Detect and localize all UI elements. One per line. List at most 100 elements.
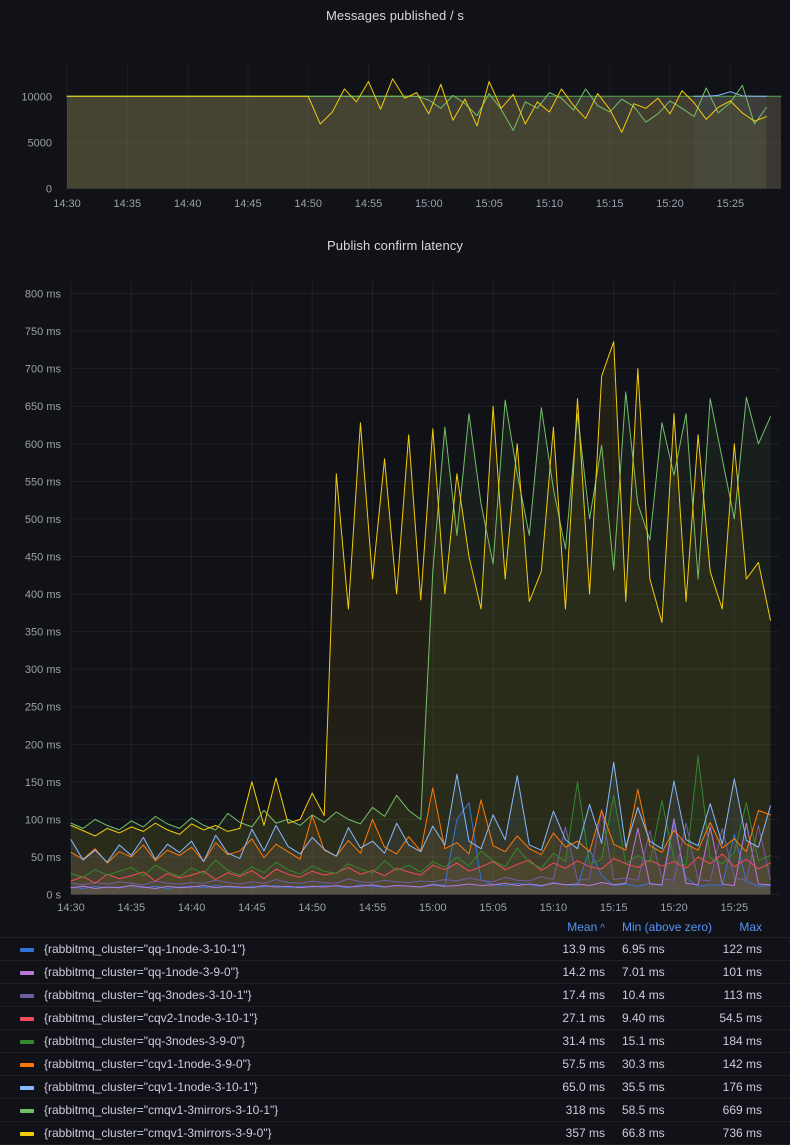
legend-mean-value: 31.4 ms [562, 1034, 605, 1048]
svg-text:450 ms: 450 ms [25, 551, 62, 563]
svg-text:15:10: 15:10 [540, 902, 568, 914]
series-color-swatch [20, 947, 34, 952]
svg-text:15:20: 15:20 [656, 198, 684, 210]
legend-swatch [20, 1034, 44, 1048]
panel-title-publish-confirm-latency[interactable]: Publish confirm latency [327, 238, 463, 253]
svg-text:15:15: 15:15 [600, 902, 628, 914]
series-color-swatch [20, 1085, 34, 1090]
svg-text:100 ms: 100 ms [25, 814, 62, 826]
svg-text:400 ms: 400 ms [25, 589, 62, 601]
legend-mean-value: 318 ms [565, 1103, 605, 1117]
legend-swatch [20, 1011, 44, 1025]
legend-min-value: 7.01 ms [622, 965, 665, 979]
legend-rows: {rabbitmq_cluster="qq-1node-3-10-1"} 13.9… [0, 938, 790, 1145]
legend-min-value: 35.5 ms [622, 1080, 665, 1094]
legend-series-label[interactable]: {rabbitmq_cluster="cqv2-1node-3-10-1"} [44, 1011, 258, 1025]
legend-swatch [20, 965, 44, 979]
svg-text:700 ms: 700 ms [25, 364, 62, 376]
legend-series-label[interactable]: {rabbitmq_cluster="qq-3nodes-3-9-0"} [44, 1034, 245, 1048]
legend-mean-value: 65.0 ms [562, 1080, 605, 1094]
series-color-swatch [20, 1131, 34, 1136]
legend-mean-value: 27.1 ms [562, 1011, 605, 1025]
series-color-swatch [20, 970, 34, 975]
legend-row: {rabbitmq_cluster="qq-3nodes-3-9-0"} 31.4… [0, 1030, 790, 1053]
svg-text:550 ms: 550 ms [25, 476, 62, 488]
series-color-swatch [20, 1039, 34, 1044]
legend-mean-value: 14.2 ms [562, 965, 605, 979]
legend-series-label[interactable]: {rabbitmq_cluster="qq-1node-3-10-1"} [44, 942, 246, 956]
legend-min-value: 9.40 ms [622, 1011, 665, 1025]
legend-min-value: 30.3 ms [622, 1057, 665, 1071]
legend-max-value: 113 ms [723, 988, 762, 1002]
legend-series-label[interactable]: {rabbitmq_cluster="cqv1-1node-3-10-1"} [44, 1080, 258, 1094]
legend-row: {rabbitmq_cluster="cmqv1-3mirrors-3-9-0"… [0, 1122, 790, 1145]
legend-swatch [20, 942, 44, 956]
svg-text:0: 0 [46, 184, 52, 196]
legend-header-row: Mean ^ Min (above zero) Max [0, 916, 790, 938]
legend-table: Mean ^ Min (above zero) Max {rabbitmq_clu… [0, 916, 790, 1145]
svg-text:50 ms: 50 ms [31, 852, 61, 864]
legend-series-label[interactable]: {rabbitmq_cluster="qq-1node-3-9-0"} [44, 965, 239, 979]
legend-header-min-above-zero[interactable]: Min (above zero) [622, 919, 713, 934]
legend-row: {rabbitmq_cluster="qq-1node-3-10-1"} 13.9… [0, 938, 790, 961]
svg-text:14:45: 14:45 [238, 902, 266, 914]
svg-text:15:00: 15:00 [419, 902, 447, 914]
svg-text:14:50: 14:50 [298, 902, 326, 914]
publish-confirm-latency-chart[interactable]: 14:30 14:35 14:40 14:45 14:50 14:55 15:00 15:05… [0, 230, 790, 916]
svg-text:15:25: 15:25 [717, 198, 745, 210]
legend-series-label[interactable]: {rabbitmq_cluster="cqv1-1node-3-9-0"} [44, 1057, 251, 1071]
svg-text:0 s: 0 s [46, 890, 61, 902]
svg-text:14:55: 14:55 [359, 902, 387, 914]
svg-text:650 ms: 650 ms [25, 401, 62, 413]
svg-text:15:05: 15:05 [479, 902, 507, 914]
legend-header-max[interactable]: Max [739, 919, 762, 934]
legend-mean-value: 13.9 ms [562, 942, 605, 956]
legend-max-value: 142 ms [722, 1057, 762, 1071]
panel-title-messages-published[interactable]: Messages published / s [325, 8, 465, 23]
svg-text:250 ms: 250 ms [25, 702, 62, 714]
legend-swatch [20, 1080, 44, 1094]
svg-text:200 ms: 200 ms [25, 739, 62, 751]
svg-text:150 ms: 150 ms [25, 777, 62, 789]
legend-min-value: 58.5 ms [622, 1103, 665, 1117]
legend-row: {rabbitmq_cluster="cmqv1-3mirrors-3-10-1… [0, 1099, 790, 1122]
legend-row: {rabbitmq_cluster="cqv2-1node-3-10-1"} 27… [0, 1007, 790, 1030]
legend-max-value: 176 ms [722, 1080, 762, 1094]
messages-published-chart[interactable]: 14:30 14:35 14:40 14:45 14:50 14:55 15:00 15:05… [0, 0, 790, 230]
panel-messages-published: Messages published / s 14:30 14:35 14:40 14… [0, 0, 790, 230]
svg-text:500 ms: 500 ms [25, 514, 62, 526]
series-color-swatch [20, 1016, 34, 1021]
svg-text:15:00: 15:00 [415, 198, 443, 210]
legend-row: {rabbitmq_cluster="cqv1-1node-3-9-0"} 57.… [0, 1053, 790, 1076]
legend-mean-value: 57.5 ms [562, 1057, 605, 1071]
legend-swatch [20, 1057, 44, 1071]
legend-mean-value: 357 ms [565, 1126, 605, 1140]
legend-mean-value: 17.4 ms [562, 988, 605, 1002]
legend-series-label[interactable]: {rabbitmq_cluster="qq-3nodes-3-10-1"} [44, 988, 252, 1002]
svg-text:15:10: 15:10 [536, 198, 564, 210]
legend-swatch [20, 988, 44, 1002]
svg-text:15:15: 15:15 [596, 198, 624, 210]
legend-min-value: 10.4 ms [622, 988, 665, 1002]
legend-max-value: 669 ms [722, 1103, 762, 1117]
legend-max-value: 122 ms [722, 942, 762, 956]
svg-text:14:45: 14:45 [234, 198, 262, 210]
svg-text:14:35: 14:35 [118, 902, 146, 914]
svg-text:14:30: 14:30 [53, 198, 81, 210]
svg-text:800 ms: 800 ms [25, 289, 62, 301]
svg-text:5000: 5000 [28, 137, 52, 149]
legend-series-label[interactable]: {rabbitmq_cluster="cmqv1-3mirrors-3-9-0"… [44, 1126, 272, 1140]
svg-text:750 ms: 750 ms [25, 326, 62, 338]
svg-text:15:25: 15:25 [721, 902, 749, 914]
legend-swatch [20, 1103, 44, 1117]
svg-text:14:40: 14:40 [174, 198, 202, 210]
series-color-swatch [20, 1062, 34, 1067]
legend-min-value: 66.8 ms [622, 1126, 665, 1140]
series-color-swatch [20, 1108, 34, 1113]
svg-text:14:55: 14:55 [355, 198, 383, 210]
legend-row: {rabbitmq_cluster="cqv1-1node-3-10-1"} 65… [0, 1076, 790, 1099]
legend-header-mean[interactable]: Mean ^ [567, 919, 605, 934]
legend-series-label[interactable]: {rabbitmq_cluster="cmqv1-3mirrors-3-10-1… [44, 1103, 279, 1117]
legend-swatch [20, 1126, 44, 1140]
